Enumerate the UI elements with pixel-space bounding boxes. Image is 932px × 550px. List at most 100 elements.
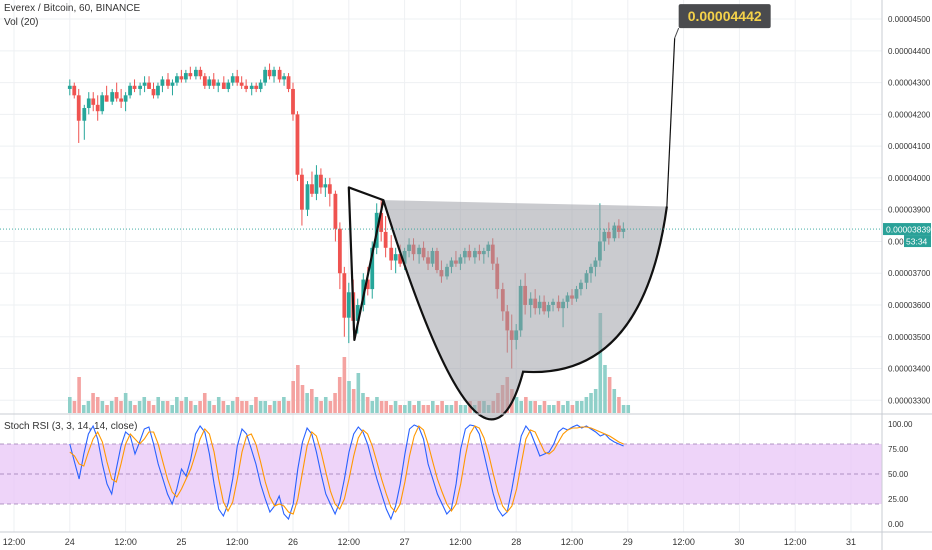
volume-bar [528, 401, 533, 413]
candle [327, 177, 332, 207]
stoch-rsi-legend[interactable]: Stoch RSI (3, 3, 14, 14, close) [4, 421, 138, 432]
candle [142, 76, 147, 93]
candle [211, 73, 216, 89]
volume-bar [524, 397, 528, 413]
volume-bar [109, 401, 114, 413]
candle [170, 79, 175, 96]
candle [319, 168, 323, 194]
volume-bar [151, 405, 156, 413]
volume-bar [212, 405, 216, 413]
x-tick-label: 12:00 [561, 537, 584, 547]
candle-body [67, 85, 72, 89]
candle-body [337, 228, 342, 274]
volume-bar [286, 401, 291, 413]
candle [95, 95, 100, 121]
volume-bar [184, 397, 188, 413]
cup-and-handle-drawings[interactable]: 0.00004442 [347, 4, 771, 421]
candle [188, 66, 193, 80]
volume-bar [282, 397, 286, 413]
candle-body [244, 85, 249, 89]
x-tick-label: 26 [288, 537, 298, 547]
volume-bar [603, 365, 607, 413]
volume-bar [221, 401, 226, 413]
candle [147, 76, 151, 89]
volume-bar [91, 393, 95, 413]
candle-body [128, 85, 132, 96]
volume-bar [249, 405, 254, 413]
candle-body [323, 184, 328, 188]
candle [277, 66, 282, 83]
volume-bar [407, 401, 412, 413]
volume-bar [314, 397, 319, 413]
candle-body [389, 247, 394, 261]
candle-body [221, 82, 226, 89]
volume-bar [519, 401, 524, 413]
volume-bar [533, 401, 537, 413]
volume-bar [137, 401, 142, 413]
candle [128, 82, 132, 99]
candle-body [249, 85, 254, 89]
candle [267, 63, 272, 80]
candle-body [188, 73, 193, 77]
volume-bar [291, 381, 295, 413]
candle [156, 82, 160, 99]
volume-bar [379, 401, 384, 413]
volume-bar [417, 401, 421, 413]
candle [286, 73, 291, 93]
volume-bar [277, 401, 282, 413]
volume-bar [156, 397, 161, 413]
volume-bar [538, 405, 542, 413]
volume-bar [589, 393, 593, 413]
candle [263, 66, 267, 86]
volume-bar [128, 401, 133, 413]
candle-body [132, 85, 137, 89]
candle-body [365, 279, 370, 290]
x-tick-label: 12:00 [449, 537, 472, 547]
x-tick-label: 12:00 [672, 537, 695, 547]
x-tick-label: 12:00 [338, 537, 361, 547]
candle-body [319, 174, 323, 188]
candle-body [142, 82, 147, 86]
rsi-y-tick-label: 50.00 [888, 470, 909, 479]
candle-body [342, 273, 347, 318]
candle [216, 79, 221, 93]
symbol-legend[interactable]: Everex / Bitcoin, 60, BINANCE [4, 3, 141, 14]
y-tick-label: 0.00004500 [888, 15, 931, 24]
volume-bar [305, 393, 309, 413]
cup-shape [383, 200, 667, 420]
x-tick-label: 12:00 [784, 537, 807, 547]
x-tick-label: 24 [65, 537, 75, 547]
candle [333, 190, 338, 242]
candle-body [277, 69, 282, 80]
y-tick-label: 0.00003400 [888, 365, 931, 374]
y-tick-label: 0.00004300 [888, 79, 931, 88]
volume-bar [440, 401, 444, 413]
volume-bar [370, 401, 375, 413]
volume-legend[interactable]: Vol (20) [4, 17, 39, 28]
candle-body [258, 82, 263, 89]
volume-bar [68, 397, 72, 413]
volume-bar [263, 401, 268, 413]
candle [337, 222, 342, 290]
volume-bar [161, 401, 165, 413]
candle [100, 92, 105, 115]
candle [114, 82, 119, 102]
candle-body [110, 92, 115, 102]
volume-bar [188, 401, 193, 413]
rsi-y-tick-label: 75.00 [888, 445, 909, 454]
candle-body [305, 184, 310, 210]
y-tick-label: 0.00003500 [888, 333, 931, 342]
candle [86, 92, 91, 115]
volume-bar [105, 405, 109, 413]
candle [221, 76, 226, 89]
price-labels: 0.00003839 53:34 [0, 223, 931, 248]
candle-body [183, 73, 188, 80]
stoch-k-line [69, 424, 624, 521]
volume-bar [179, 401, 184, 413]
candle [342, 266, 347, 337]
volume-bar [584, 397, 589, 413]
volume-bar [226, 405, 230, 413]
volume-bar [547, 405, 551, 413]
candle-body [207, 79, 212, 86]
